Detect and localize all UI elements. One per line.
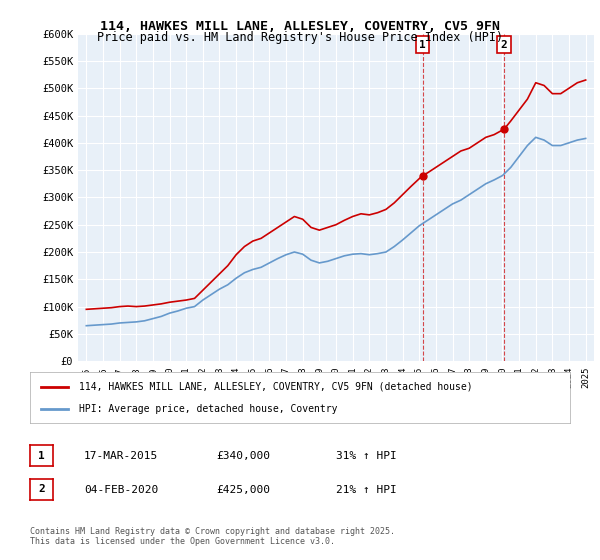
Text: HPI: Average price, detached house, Coventry: HPI: Average price, detached house, Cove… <box>79 404 337 414</box>
Text: 04-FEB-2020: 04-FEB-2020 <box>84 485 158 495</box>
Text: 1: 1 <box>38 451 45 461</box>
Text: £425,000: £425,000 <box>216 485 270 495</box>
Text: 21% ↑ HPI: 21% ↑ HPI <box>336 485 397 495</box>
Text: Contains HM Land Registry data © Crown copyright and database right 2025.
This d: Contains HM Land Registry data © Crown c… <box>30 526 395 546</box>
Text: 2: 2 <box>38 484 45 494</box>
Text: £340,000: £340,000 <box>216 451 270 461</box>
Text: 17-MAR-2015: 17-MAR-2015 <box>84 451 158 461</box>
Text: 1: 1 <box>419 40 426 49</box>
Text: 2: 2 <box>501 40 508 49</box>
Text: Price paid vs. HM Land Registry's House Price Index (HPI): Price paid vs. HM Land Registry's House … <box>97 31 503 44</box>
Text: 114, HAWKES MILL LANE, ALLESLEY, COVENTRY, CV5 9FN: 114, HAWKES MILL LANE, ALLESLEY, COVENTR… <box>100 20 500 32</box>
Text: 31% ↑ HPI: 31% ↑ HPI <box>336 451 397 461</box>
Text: 114, HAWKES MILL LANE, ALLESLEY, COVENTRY, CV5 9FN (detached house): 114, HAWKES MILL LANE, ALLESLEY, COVENTR… <box>79 381 472 391</box>
